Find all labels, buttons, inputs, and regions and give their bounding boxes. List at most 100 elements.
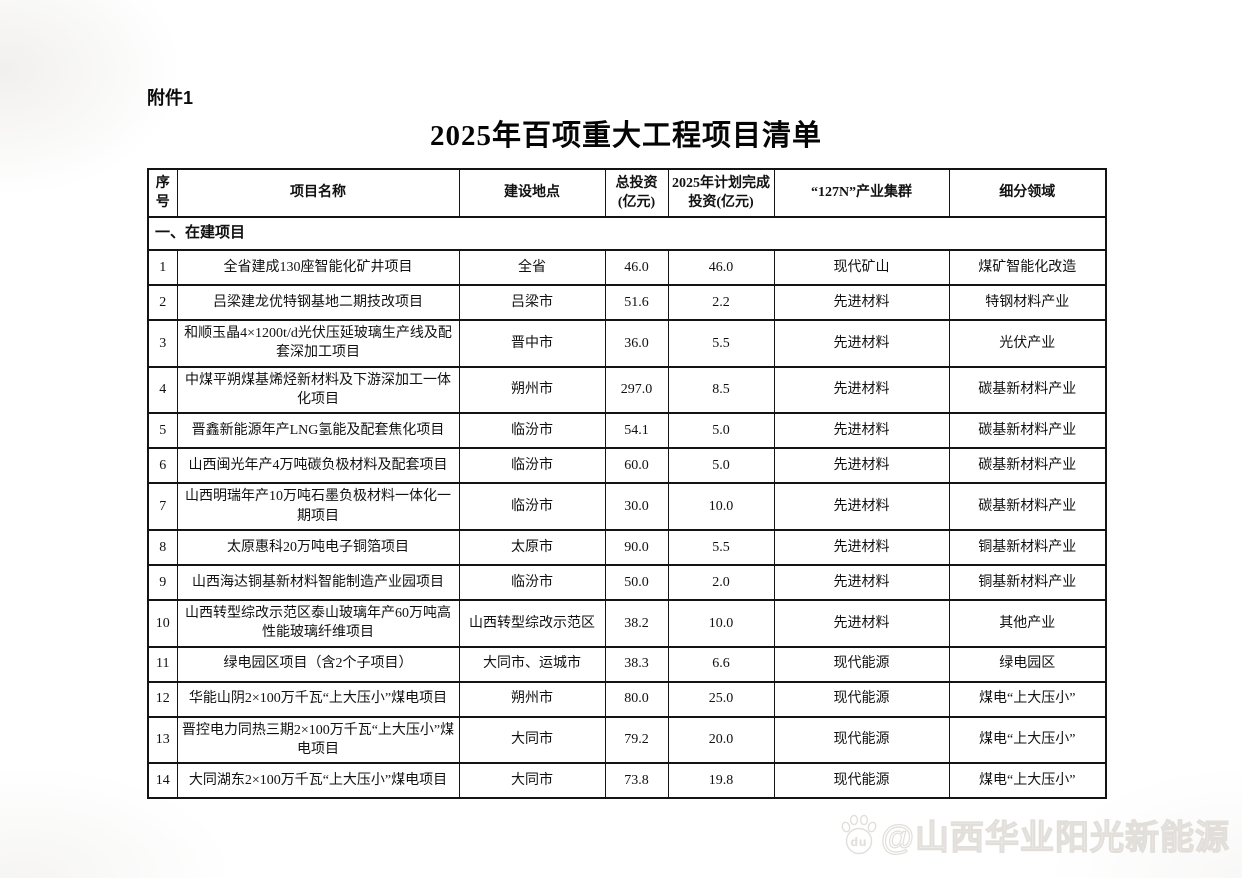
table-row: 5 晋鑫新能源年产LNG氢能及配套焦化项目 临汾市 54.1 5.0 先进材料 … <box>147 412 1107 450</box>
cell-total-investment: 60.0 <box>604 447 669 485</box>
cell-planned-investment: 5.5 <box>667 319 775 368</box>
cell-subdivision-field: 特钢材料产业 <box>948 284 1107 321</box>
cell-total-investment: 38.2 <box>604 598 669 648</box>
cell-project-name: 山西明瑞年产10万吨石墨负极材料一体化一期项目 <box>176 482 460 531</box>
cell-location: 临汾市 <box>458 447 606 485</box>
cell-serial-number: 8 <box>147 528 178 566</box>
cell-location: 朔州市 <box>458 680 606 718</box>
cell-total-investment: 36.0 <box>604 319 669 368</box>
cell-subdivision-field: 煤电“上大压小” <box>948 762 1107 800</box>
cell-project-name: 大同湖东2×100万千瓦“上大压小”煤电项目 <box>176 762 460 800</box>
cell-total-investment: 51.6 <box>604 284 669 321</box>
cell-subdivision-field: 煤电“上大压小” <box>948 715 1107 765</box>
column-header-project-name: 项目名称 <box>176 168 460 218</box>
cell-industry-cluster: 现代能源 <box>773 715 950 765</box>
cell-total-investment: 54.1 <box>604 412 669 450</box>
cell-planned-investment: 10.0 <box>667 598 775 648</box>
cell-industry-cluster: 先进材料 <box>773 447 950 485</box>
cell-project-name: 吕梁建龙优特钢基地二期技改项目 <box>176 284 460 321</box>
cell-planned-investment: 19.8 <box>667 762 775 800</box>
cell-serial-number: 1 <box>147 249 178 286</box>
projects-table: 序号 项目名称 建设地点 总投资 (亿元) 2025年计划完成 投资(亿元) “… <box>147 168 1107 800</box>
cell-project-name: 华能山阴2×100万千瓦“上大压小”煤电项目 <box>176 680 460 718</box>
cell-location: 朔州市 <box>458 365 606 415</box>
table-row: 14 大同湖东2×100万千瓦“上大压小”煤电项目 大同市 73.8 19.8 … <box>147 762 1107 800</box>
table-row: 3 和顺玉晶4×1200t/d光伏压延玻璃生产线及配套深加工项目 晋中市 36.… <box>147 319 1107 368</box>
table-row: 4 中煤平朔煤基烯烃新材料及下游深加工一体化项目 朔州市 297.0 8.5 先… <box>147 365 1107 415</box>
cell-industry-cluster: 先进材料 <box>773 319 950 368</box>
cell-industry-cluster: 现代矿山 <box>773 249 950 286</box>
cell-industry-cluster: 先进材料 <box>773 284 950 321</box>
cell-industry-cluster: 先进材料 <box>773 598 950 648</box>
cell-total-investment: 80.0 <box>604 680 669 718</box>
cell-serial-number: 5 <box>147 412 178 450</box>
cell-location: 临汾市 <box>458 412 606 450</box>
cell-planned-investment: 5.0 <box>667 447 775 485</box>
cell-serial-number: 9 <box>147 563 178 601</box>
cell-subdivision-field: 煤矿智能化改造 <box>948 249 1107 286</box>
column-header-2025-planned-investment: 2025年计划完成 投资(亿元) <box>667 168 775 218</box>
cell-project-name: 和顺玉晶4×1200t/d光伏压延玻璃生产线及配套深加工项目 <box>176 319 460 368</box>
cell-location: 临汾市 <box>458 482 606 531</box>
table-row: 11 绿电园区项目（含2个子项目） 大同市、运城市 38.3 6.6 现代能源 … <box>147 645 1107 683</box>
cell-project-name: 晋鑫新能源年产LNG氢能及配套焦化项目 <box>176 412 460 450</box>
cell-project-name: 山西转型综改示范区泰山玻璃年产60万吨高性能玻璃纤维项目 <box>176 598 460 648</box>
baidu-paw-icon: du <box>841 814 877 854</box>
cell-total-investment: 46.0 <box>604 249 669 286</box>
cell-total-investment: 79.2 <box>604 715 669 765</box>
column-header-industry-cluster: “127N”产业集群 <box>773 168 950 218</box>
cell-location: 太原市 <box>458 528 606 566</box>
cell-planned-investment: 25.0 <box>667 680 775 718</box>
header-row: 序号 项目名称 建设地点 总投资 (亿元) 2025年计划完成 投资(亿元) “… <box>147 168 1107 218</box>
cell-serial-number: 7 <box>147 482 178 531</box>
table-row: 12 华能山阴2×100万千瓦“上大压小”煤电项目 朔州市 80.0 25.0 … <box>147 680 1107 718</box>
watermark: du @山西华业阳光新能源 <box>838 810 1230 859</box>
cell-project-name: 中煤平朔煤基烯烃新材料及下游深加工一体化项目 <box>176 365 460 415</box>
cell-serial-number: 3 <box>147 319 178 368</box>
cell-planned-investment: 2.2 <box>667 284 775 321</box>
cell-planned-investment: 10.0 <box>667 482 775 531</box>
column-header-subdivision-field: 细分领域 <box>948 168 1107 218</box>
cell-project-name: 山西海达铜基新材料智能制造产业园项目 <box>176 563 460 601</box>
cell-location: 晋中市 <box>458 319 606 368</box>
cell-planned-investment: 2.0 <box>667 563 775 601</box>
cell-serial-number: 13 <box>147 715 178 765</box>
cell-industry-cluster: 先进材料 <box>773 365 950 415</box>
cell-industry-cluster: 现代能源 <box>773 680 950 718</box>
table-row: 10 山西转型综改示范区泰山玻璃年产60万吨高性能玻璃纤维项目 山西转型综改示范… <box>147 598 1107 648</box>
cell-total-investment: 30.0 <box>604 482 669 531</box>
cell-project-name: 山西闽光年产4万吨碳负极材料及配套项目 <box>176 447 460 485</box>
cell-location: 大同市 <box>458 762 606 800</box>
cell-serial-number: 14 <box>147 762 178 800</box>
cell-total-investment: 90.0 <box>604 528 669 566</box>
cell-subdivision-field: 其他产业 <box>948 598 1107 648</box>
table-row: 7 山西明瑞年产10万吨石墨负极材料一体化一期项目 临汾市 30.0 10.0 … <box>147 482 1107 531</box>
cell-serial-number: 6 <box>147 447 178 485</box>
cell-industry-cluster: 先进材料 <box>773 563 950 601</box>
cell-total-investment: 38.3 <box>604 645 669 683</box>
cell-planned-investment: 5.5 <box>667 528 775 566</box>
cell-total-investment: 297.0 <box>604 365 669 415</box>
cell-subdivision-field: 碳基新材料产业 <box>948 447 1107 485</box>
table-row: 2 吕梁建龙优特钢基地二期技改项目 吕梁市 51.6 2.2 先进材料 特钢材料… <box>147 284 1107 321</box>
watermark-text: @山西华业阳光新能源 <box>880 818 1230 857</box>
cell-subdivision-field: 光伏产业 <box>948 319 1107 368</box>
column-header-total-investment: 总投资 (亿元) <box>604 168 669 218</box>
cell-industry-cluster: 现代能源 <box>773 762 950 800</box>
cell-subdivision-field: 碳基新材料产业 <box>948 412 1107 450</box>
cell-project-name: 绿电园区项目（含2个子项目） <box>176 645 460 683</box>
table-row: 9 山西海达铜基新材料智能制造产业园项目 临汾市 50.0 2.0 先进材料 铜… <box>147 563 1107 601</box>
page-title: 2025年百项重大工程项目清单 <box>429 120 822 152</box>
cell-location: 大同市 <box>458 715 606 765</box>
cell-planned-investment: 46.0 <box>667 249 775 286</box>
cell-subdivision-field: 铜基新材料产业 <box>948 563 1107 601</box>
cell-subdivision-field: 煤电“上大压小” <box>948 680 1107 718</box>
cell-industry-cluster: 先进材料 <box>773 412 950 450</box>
cell-subdivision-field: 铜基新材料产业 <box>948 528 1107 566</box>
cell-subdivision-field: 绿电园区 <box>948 645 1107 683</box>
cell-location: 山西转型综改示范区 <box>458 598 606 648</box>
cell-project-name: 晋控电力同热三期2×100万千瓦“上大压小”煤电项目 <box>176 715 460 765</box>
section-row-under-construction: 一、在建项目 <box>147 216 1107 251</box>
cell-planned-investment: 5.0 <box>667 412 775 450</box>
cell-serial-number: 10 <box>147 598 178 648</box>
